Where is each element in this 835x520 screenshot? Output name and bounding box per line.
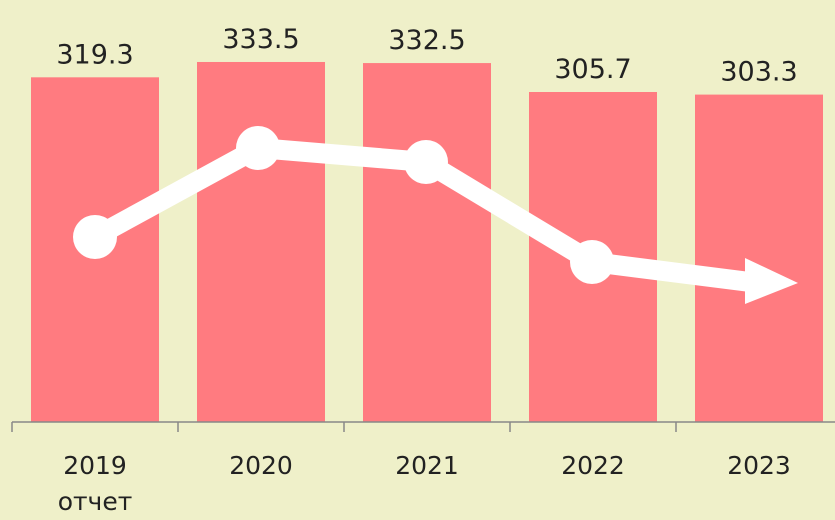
bar xyxy=(695,94,823,422)
value-label: 333.5 xyxy=(222,24,299,55)
bar xyxy=(363,63,491,422)
bars xyxy=(31,61,823,423)
trend-point xyxy=(73,215,117,259)
x-tick-label: 2023 xyxy=(727,451,791,480)
x-tick-label: 2022 xyxy=(561,451,625,480)
value-label: 305.7 xyxy=(554,54,631,85)
x-tick-label: 2021 xyxy=(395,451,459,480)
trend-decoration xyxy=(73,126,798,304)
bar xyxy=(197,61,325,422)
value-label: 319.3 xyxy=(56,39,133,70)
value-label: 303.3 xyxy=(720,57,797,88)
trend-point xyxy=(570,240,614,284)
x-ticks xyxy=(11,422,677,432)
trend-arrow xyxy=(745,258,798,304)
x-tick-label: 2020 xyxy=(229,451,293,480)
x-tick-label: 2019 отчет xyxy=(57,451,133,516)
trend-point xyxy=(236,126,280,170)
value-label: 332.5 xyxy=(388,25,465,56)
trend-point xyxy=(404,140,448,184)
